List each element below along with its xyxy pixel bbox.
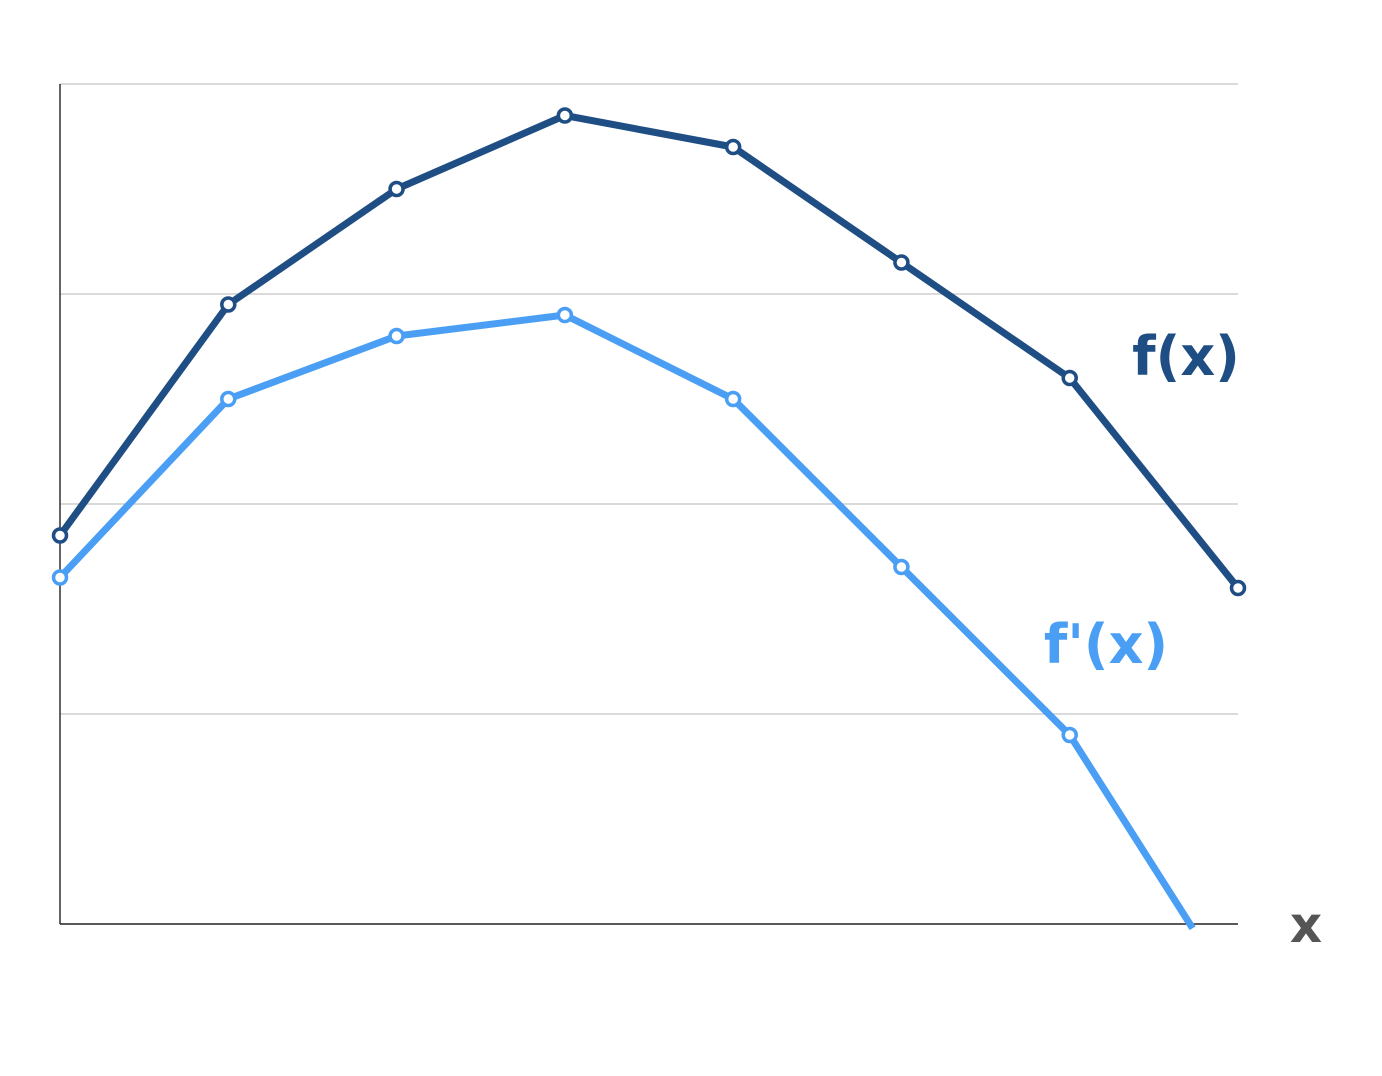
axis-layer: x [59, 84, 1322, 954]
data-point-0-2 [388, 180, 405, 198]
grid-layer [60, 83, 1238, 715]
data-point-0-4 [724, 138, 742, 156]
series-layer [51, 107, 1247, 931]
series-1 [51, 306, 1196, 931]
data-point-0-5 [893, 254, 910, 271]
series-0 [51, 107, 1247, 597]
data-point-0-3 [556, 107, 574, 124]
data-point-0-7 [1229, 579, 1247, 597]
data-point-1-3 [556, 306, 574, 324]
data-point-1-4 [724, 390, 742, 408]
data-point-0-1 [220, 296, 237, 313]
data-point-1-2 [388, 327, 405, 345]
data-point-1-5 [893, 558, 910, 576]
series-label-f: f(x) [1132, 325, 1240, 388]
data-point-1-6 [1061, 726, 1078, 744]
x-axis-label: x [1290, 896, 1322, 954]
data-point-1-1 [220, 390, 237, 408]
series-label-f-prime: f'(x) [1044, 613, 1168, 676]
label-layer: f(x) f'(x) [1044, 325, 1240, 676]
data-point-0-0 [51, 527, 69, 544]
series-line-1 [57, 311, 1196, 931]
data-point-1-0 [51, 569, 69, 586]
series-line-0 [57, 112, 1241, 591]
data-point-0-6 [1061, 369, 1078, 387]
